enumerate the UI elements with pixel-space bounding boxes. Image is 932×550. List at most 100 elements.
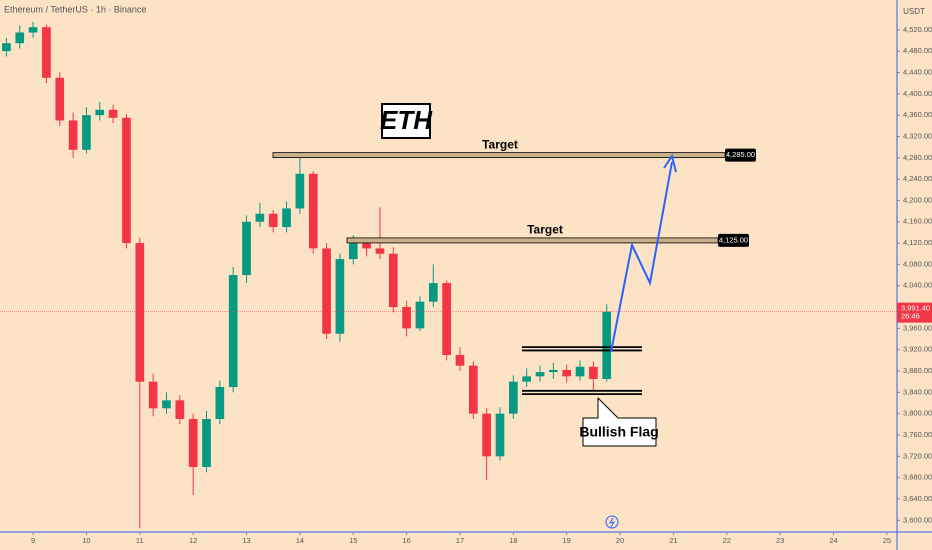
candle-body [495, 413, 505, 457]
y-tick-label: 3,840.00 [903, 387, 932, 396]
candle-body [335, 259, 345, 334]
candle-body [228, 275, 238, 388]
y-tick-label: 4,400.00 [903, 89, 932, 98]
candle-body [602, 311, 612, 380]
x-tick-label: 18 [509, 536, 517, 545]
projection-arrow [610, 161, 673, 353]
candle-body [42, 27, 51, 78]
candle-body [562, 369, 572, 377]
x-tick-label: 17 [456, 536, 464, 545]
y-tick-label: 4,520.00 [903, 25, 932, 34]
event-icon-bolt [608, 517, 616, 528]
candle-body [455, 355, 465, 366]
x-tick-label: 12 [189, 536, 197, 545]
candle-body [28, 27, 38, 33]
target-price-tag [718, 233, 749, 247]
candle-body [295, 173, 305, 209]
last-price-label: 3,991.40 [901, 304, 930, 313]
target-price-tag [725, 148, 756, 162]
countdown-label: 26:46 [901, 312, 920, 321]
y-tick-label: 4,040.00 [903, 281, 932, 290]
candle-body [522, 376, 532, 382]
symbol-box [381, 103, 431, 139]
candle-body [188, 418, 198, 467]
y-tick-label: 4,160.00 [903, 217, 932, 226]
candle-body [175, 400, 185, 419]
candle-body [122, 117, 131, 244]
target-price-label: 4,285.00 [726, 150, 755, 159]
y-tick-label: 4,480.00 [903, 46, 932, 55]
candle-body [135, 243, 145, 382]
x-tick-label: 20 [616, 536, 624, 545]
x-tick-label: 14 [296, 536, 304, 545]
y-tick-label: 4,280.00 [903, 153, 932, 162]
y-tick-label: 3,760.00 [903, 430, 932, 439]
candle-body [549, 369, 558, 373]
candle-body [15, 32, 25, 44]
candle-body [348, 243, 358, 260]
candle-body [442, 283, 451, 356]
target-label: Target [527, 223, 563, 237]
y-tick-label: 3,920.00 [903, 345, 932, 354]
candle-body [255, 213, 265, 222]
candle-body [55, 77, 65, 121]
candle-body [268, 213, 278, 228]
x-tick-label: 9 [31, 536, 35, 545]
candle-body [68, 120, 78, 150]
callout-box [582, 397, 657, 447]
symbol-label: ETH [380, 105, 433, 135]
y-tick-label: 3,880.00 [903, 366, 932, 375]
x-tick-label: 21 [669, 536, 677, 545]
target-price-label: 4,125.00 [719, 235, 748, 244]
candle-body [162, 400, 171, 409]
candle-body [362, 243, 371, 249]
y-tick-label: 4,080.00 [903, 259, 932, 268]
y-tick-label: 4,320.00 [903, 131, 932, 140]
x-tick-label: 22 [723, 536, 731, 545]
x-tick-label: 24 [829, 536, 837, 545]
y-tick-label: 3,640.00 [903, 494, 932, 503]
target-zone [346, 237, 719, 244]
x-tick-label: 25 [883, 536, 891, 545]
y-tick-label: 3,960.00 [903, 323, 932, 332]
y-tick-label: 4,440.00 [903, 67, 932, 76]
candle-body [388, 253, 398, 308]
x-tick-label: 13 [242, 536, 250, 545]
candle-body [535, 372, 545, 377]
y-tick-label: 4,200.00 [903, 195, 932, 204]
candle-body [308, 173, 318, 249]
candle-body [375, 248, 385, 254]
y-tick-label: 4,240.00 [903, 174, 932, 183]
x-tick-label: 11 [136, 536, 144, 545]
x-tick-label: 10 [82, 536, 90, 545]
y-tick-label: 4,360.00 [903, 110, 932, 119]
x-tick-label: 23 [776, 536, 784, 545]
candle-body [242, 221, 251, 276]
candle-body [402, 307, 411, 329]
callout-label: Bullish Flag [579, 424, 658, 440]
candle-body [468, 365, 478, 414]
x-tick-label: 16 [402, 536, 410, 545]
chart-title: Ethereum / TetherUS · 1h · Binance [4, 4, 146, 14]
projection-arrowhead [663, 153, 677, 173]
candle-body [82, 115, 91, 150]
y-tick-label: 3,600.00 [903, 515, 932, 524]
last-price-tag [897, 302, 932, 323]
currency-label: USDT [903, 7, 925, 16]
candle-body [322, 248, 331, 334]
x-tick-label: 19 [563, 536, 571, 545]
candle-body [415, 301, 425, 329]
y-tick-label: 3,680.00 [903, 473, 932, 482]
candle-body [508, 381, 518, 414]
y-tick-label: 3,720.00 [903, 451, 932, 460]
candle-body [108, 109, 118, 118]
candle-body [282, 208, 291, 228]
y-tick-label: 4,120.00 [903, 238, 932, 247]
candle-body [589, 366, 598, 380]
candle-body [148, 381, 158, 409]
event-icon [605, 515, 619, 529]
candle-body [215, 387, 225, 419]
